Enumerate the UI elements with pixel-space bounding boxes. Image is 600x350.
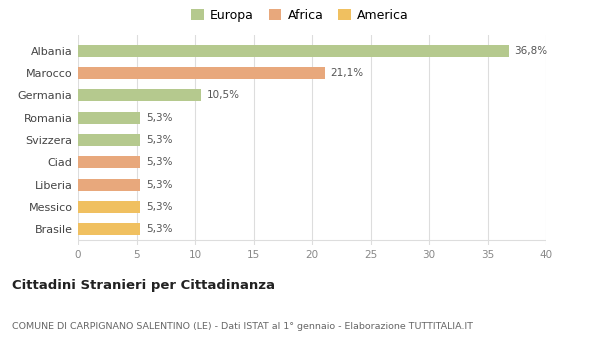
Text: 5,3%: 5,3% (146, 180, 172, 190)
Text: 36,8%: 36,8% (514, 46, 548, 56)
Text: 5,3%: 5,3% (146, 224, 172, 234)
Text: 5,3%: 5,3% (146, 135, 172, 145)
Bar (78, 156, 140, 168)
Text: COMUNE DI CARPIGNANO SALENTINO (LE) - Dati ISTAT al 1° gennaio - Elaborazione TU: COMUNE DI CARPIGNANO SALENTINO (LE) - Da… (12, 322, 473, 331)
Bar (78, 67, 325, 79)
Text: 5,3%: 5,3% (146, 158, 172, 167)
Text: Cittadini Stranieri per Cittadinanza: Cittadini Stranieri per Cittadinanza (12, 279, 275, 292)
Bar (78, 134, 140, 146)
Bar (78, 223, 140, 236)
Text: 5,3%: 5,3% (146, 113, 172, 122)
Bar (78, 178, 140, 191)
Bar (78, 112, 140, 124)
Text: 21,1%: 21,1% (331, 68, 364, 78)
Bar (78, 44, 509, 57)
Bar (78, 89, 201, 101)
Bar (78, 201, 140, 213)
Text: 5,3%: 5,3% (146, 202, 172, 212)
Legend: Europa, Africa, America: Europa, Africa, America (188, 6, 412, 24)
Text: 10,5%: 10,5% (206, 90, 240, 100)
